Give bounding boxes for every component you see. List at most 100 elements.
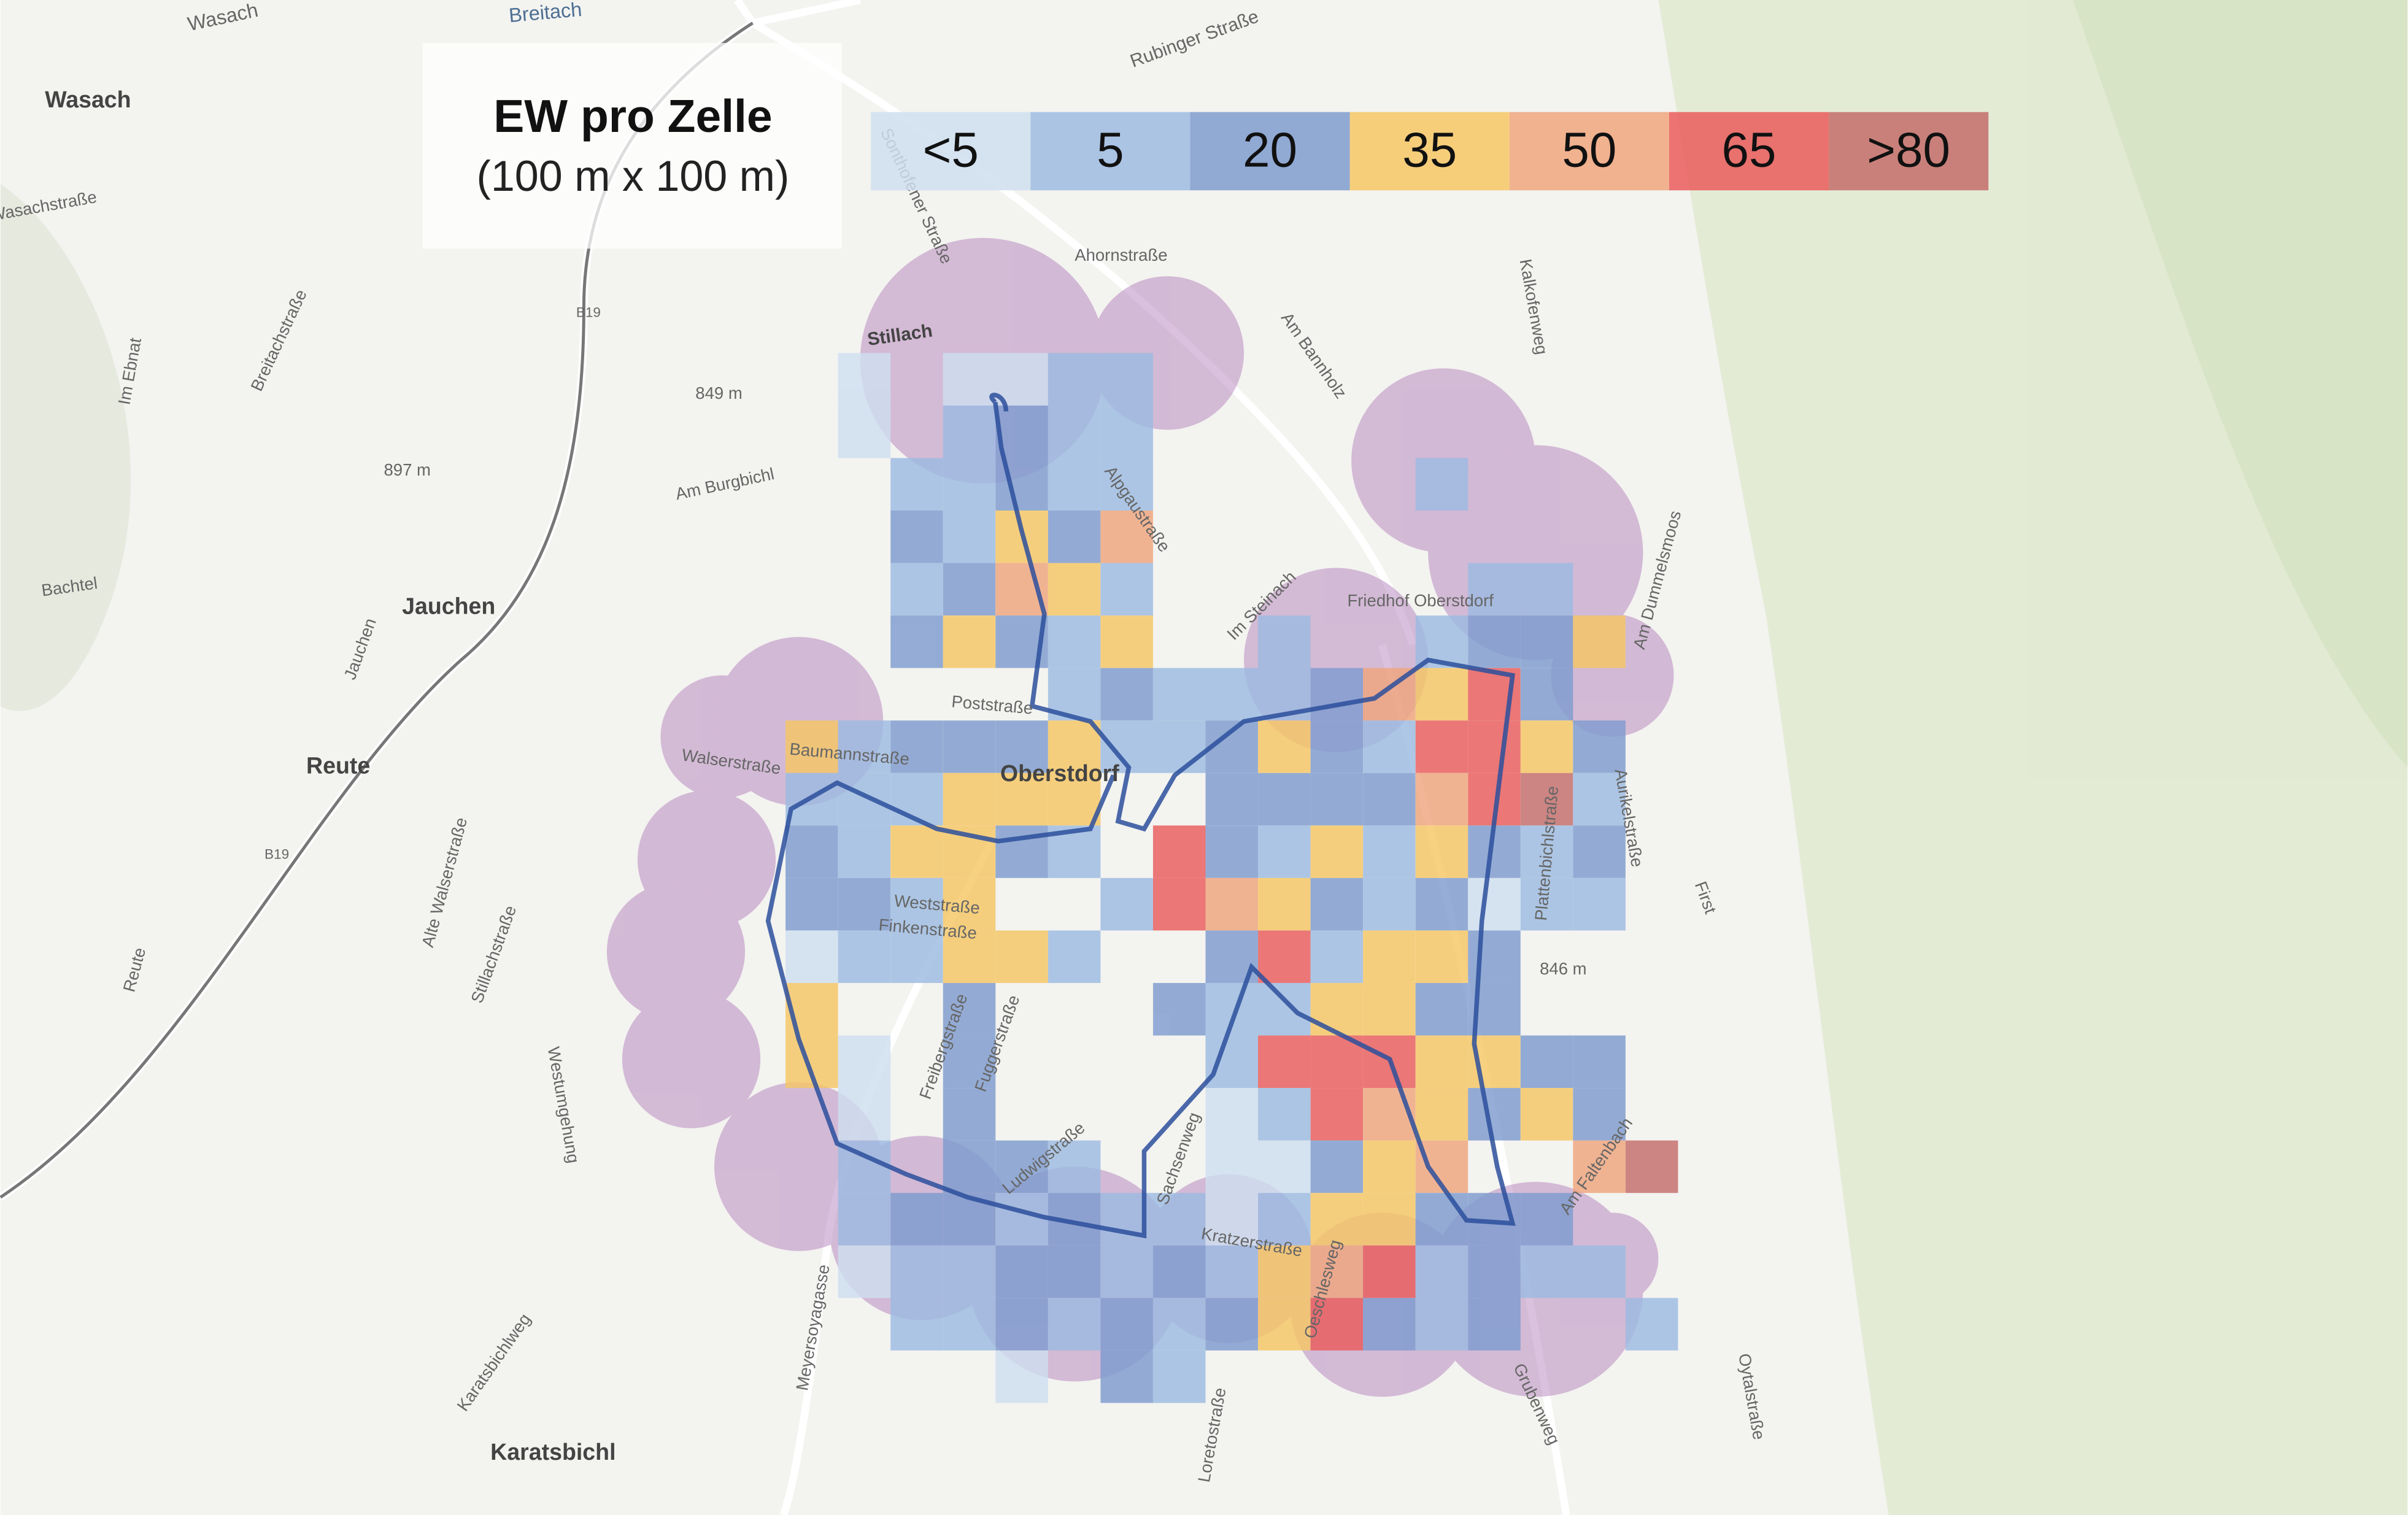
cell [1100,668,1153,721]
cell [995,1193,1048,1246]
map-label: Ahornstraße [1075,245,1167,264]
cell [1415,825,1468,878]
cell [1258,825,1311,878]
cell [1048,405,1101,458]
cell [1048,1298,1101,1351]
cell [1520,877,1573,931]
cell [1152,720,1206,773]
cell [943,1140,996,1193]
cell [1048,458,1101,511]
cell [1468,930,1521,983]
legend-label: 50 [1562,122,1616,177]
legend-swatch [871,112,1031,191]
cell [943,615,996,668]
cell [943,1088,996,1141]
cell [1520,1193,1573,1246]
cell [1100,511,1153,563]
cell [890,511,943,563]
cell [995,773,1048,826]
cell [995,1140,1048,1193]
cell [838,930,891,983]
cell [1205,1193,1259,1246]
cell [1310,720,1364,773]
cell [943,877,996,931]
cell [1310,825,1364,878]
cell [1520,1245,1573,1298]
cell [1415,930,1468,983]
cell [785,877,838,931]
cell [995,720,1048,773]
cell [838,405,891,458]
cell [1258,877,1311,931]
cell [1152,1245,1206,1298]
cell [1048,773,1101,826]
cell [1573,825,1626,878]
legend-label: 20 [1243,122,1297,177]
cell [1468,1298,1521,1351]
cell [1573,615,1626,668]
cell [1363,982,1416,1036]
cell [1258,930,1311,983]
cell [1310,1088,1364,1141]
map-label: Oberstdorf [1000,760,1119,786]
cell [890,773,943,826]
cell [1520,563,1573,616]
cell [785,720,838,773]
cell [1205,1298,1259,1351]
legend-label: >80 [1867,122,1950,177]
cell [890,1298,943,1351]
cell [1363,1140,1416,1193]
cell [1100,1298,1153,1351]
cell [1310,1298,1364,1351]
route [765,393,1516,1239]
cell [890,563,943,616]
cell [1468,1245,1521,1298]
cell [1363,1298,1416,1351]
cell [1468,877,1521,931]
cell [1258,615,1311,668]
cell [1048,1245,1101,1298]
legend: <5 5 20 35 50 65 >80 [871,112,1989,191]
cell [1520,720,1573,773]
cell [1363,720,1416,773]
cell [785,930,838,983]
legend-swatch [1829,112,1989,191]
cell [1415,458,1468,511]
cell [943,511,996,563]
cell [838,825,891,878]
cell [943,1035,996,1089]
cell [943,353,996,406]
cell [1415,1035,1468,1089]
cell [943,720,996,773]
map-label: Friedhof Oberstdorf [1347,591,1494,610]
cell [1310,1035,1364,1089]
cell [890,615,943,668]
cell [995,1350,1048,1403]
cell [1468,720,1521,773]
cell [1100,353,1153,406]
cell [943,930,996,983]
cell [785,825,838,878]
map-label: 897 m [384,460,430,479]
cell [1152,1193,1206,1246]
cell [890,1193,943,1246]
cell [1048,353,1101,406]
map-label: Jauchen [402,593,495,619]
cell [1258,1035,1311,1089]
legend-label: 35 [1402,122,1457,177]
cell [1258,720,1311,773]
cell [1048,720,1101,773]
cell [1415,1088,1468,1141]
cell [1310,930,1364,983]
cell [838,877,891,931]
cell [1310,1245,1364,1298]
legend-label: 5 [1097,122,1124,177]
cell [1310,982,1364,1036]
cell [890,825,943,878]
cell [1310,1140,1364,1193]
cell [1468,563,1521,616]
cell [1415,1245,1468,1298]
map-label: B19 [576,304,601,320]
cell [1363,825,1416,878]
cell [1363,930,1416,983]
